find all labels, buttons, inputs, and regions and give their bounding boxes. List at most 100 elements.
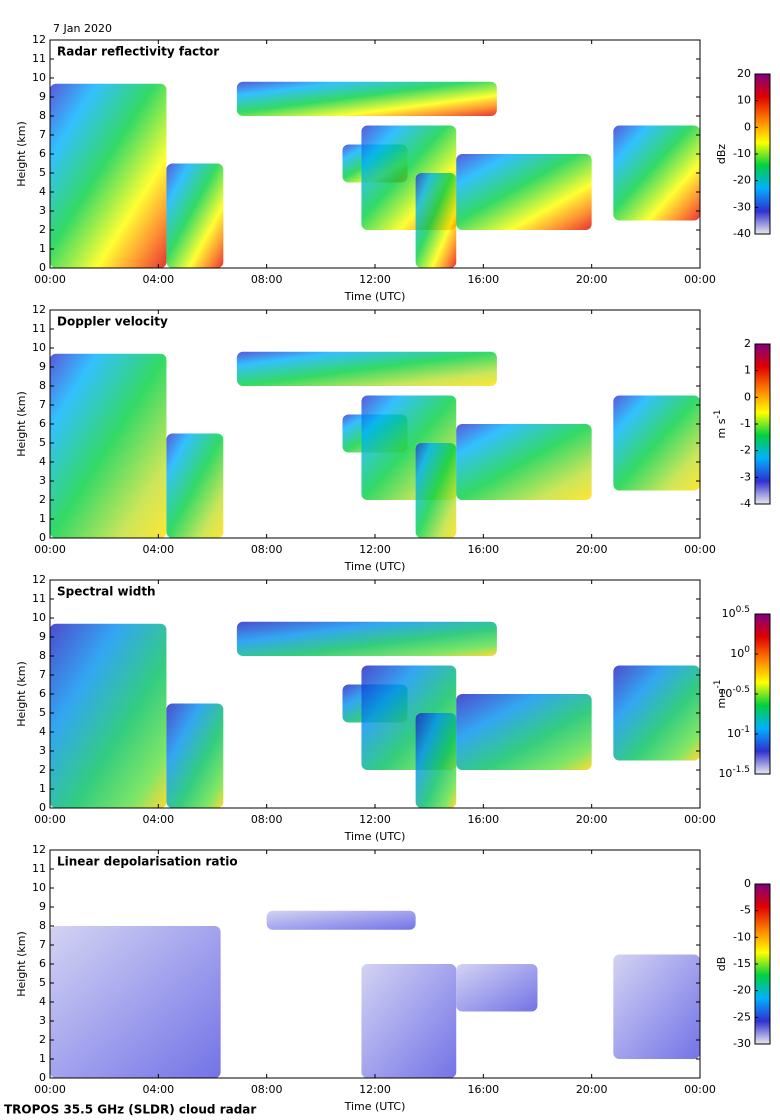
- colorbar-tick-label: -5: [740, 904, 751, 917]
- colorbar-tick-label: 20: [737, 67, 751, 80]
- echo-region: [50, 83, 167, 268]
- y-tick-label: 0: [39, 801, 46, 814]
- colorbar-unit: dB: [715, 957, 728, 972]
- x-tick-label: 00:00: [684, 1083, 716, 1096]
- colorbar-tick-base: 10: [718, 687, 732, 700]
- x-tick-label: 00:00: [34, 813, 66, 826]
- y-tick-label: 8: [39, 919, 46, 932]
- echo-region: [415, 713, 457, 808]
- colorbar-tick-label: -20: [733, 984, 751, 997]
- x-tick-label: 04:00: [142, 273, 174, 286]
- echo-region: [166, 703, 224, 808]
- y-tick-label: 1: [39, 242, 46, 255]
- y-tick-label: 4: [39, 995, 46, 1008]
- x-tick-label: 04:00: [142, 543, 174, 556]
- y-axis-label: Height (km): [15, 661, 28, 727]
- colorbar-tick-label: -30: [733, 200, 751, 213]
- y-tick-label: 0: [39, 261, 46, 274]
- x-tick-label: 00:00: [34, 1083, 66, 1096]
- x-tick-label: 20:00: [576, 543, 608, 556]
- echo-region: [415, 173, 457, 268]
- colorbar-tick-label: 100.5: [722, 605, 750, 621]
- echo-region: [266, 910, 416, 930]
- y-tick-label: 0: [39, 531, 46, 544]
- y-tick-label: 11: [32, 322, 46, 335]
- y-tick-label: 10: [32, 881, 46, 894]
- x-tick-label: 16:00: [467, 813, 499, 826]
- y-tick-label: 8: [39, 649, 46, 662]
- echo-region: [613, 395, 700, 491]
- y-tick-label: 9: [39, 90, 46, 103]
- x-tick-label: 12:00: [359, 543, 391, 556]
- echo-region: [166, 433, 224, 538]
- y-tick-label: 8: [39, 379, 46, 392]
- y-tick-label: 3: [39, 1014, 46, 1027]
- colorbar-tick-exponent: -1.5: [732, 765, 750, 775]
- colorbar-tick-label: 100: [730, 644, 750, 660]
- colorbar-tick-exponent: -0.5: [732, 685, 750, 695]
- y-tick-label: 5: [39, 436, 46, 449]
- colorbar-label: dB: [715, 957, 728, 972]
- colorbar-tick-base: 10: [722, 607, 736, 620]
- panel-title: Radar reflectivity factor: [57, 45, 219, 59]
- echo-region: [456, 964, 538, 1012]
- y-tick-label: 7: [39, 128, 46, 141]
- colorbar-unit: dBz: [715, 144, 728, 165]
- x-tick-label: 12:00: [359, 1083, 391, 1096]
- y-tick-label: 11: [32, 52, 46, 65]
- x-tick-label: 00:00: [684, 813, 716, 826]
- panel-title: Linear depolarisation ratio: [57, 855, 238, 869]
- colorbar-tick-exponent: 0: [744, 644, 750, 654]
- colorbar-tick-label: 2: [744, 337, 751, 350]
- x-tick-label: 00:00: [34, 273, 66, 286]
- x-tick-label: 08:00: [251, 813, 283, 826]
- y-tick-label: 7: [39, 398, 46, 411]
- y-tick-label: 1: [39, 1052, 46, 1065]
- y-tick-label: 11: [32, 592, 46, 605]
- x-tick-label: 12:00: [359, 273, 391, 286]
- y-tick-label: 7: [39, 938, 46, 951]
- echo-region: [456, 694, 592, 770]
- colorbar-tick-label: 0: [744, 877, 751, 890]
- colorbar-tick-label: 10-0.5: [718, 685, 750, 701]
- y-tick-label: 11: [32, 862, 46, 875]
- colorbar-tick-label: -2: [740, 444, 751, 457]
- x-axis-label: Time (UTC): [344, 830, 406, 843]
- colorbar-label: dBz: [715, 144, 728, 165]
- echo-region: [613, 125, 700, 221]
- colorbar-tick-label: 0: [744, 120, 751, 133]
- echo-region: [50, 926, 221, 1078]
- colorbar-unit-exponent: -1: [713, 680, 723, 689]
- echo-region: [415, 443, 457, 538]
- x-tick-label: 08:00: [251, 543, 283, 556]
- y-tick-label: 10: [32, 71, 46, 84]
- colorbar-tick-label: 10-1.5: [718, 765, 750, 781]
- echo-region: [613, 665, 700, 761]
- colorbar-tick-label: -20: [733, 174, 751, 187]
- colorbar-tick-label: -30: [733, 1037, 751, 1050]
- y-tick-label: 1: [39, 782, 46, 795]
- y-axis-label: Height (km): [15, 931, 28, 997]
- x-tick-label: 00:00: [684, 543, 716, 556]
- colorbar-tick-label: -4: [740, 497, 751, 510]
- x-tick-label: 16:00: [467, 1083, 499, 1096]
- y-tick-label: 9: [39, 630, 46, 643]
- colorbar-tick-label: 10: [737, 94, 751, 107]
- y-tick-label: 5: [39, 166, 46, 179]
- colorbar-tick-label: 0: [744, 390, 751, 403]
- footer: TROPOS 35.5 GHz (SLDR) cloud radar: [4, 1103, 256, 1117]
- y-tick-label: 6: [39, 957, 46, 970]
- x-axis-label: Time (UTC): [344, 560, 406, 573]
- echo-region: [236, 351, 497, 386]
- colorbar-tick-base: 10: [718, 767, 732, 780]
- y-tick-label: 4: [39, 455, 46, 468]
- colorbar-label: m s-1: [713, 680, 729, 709]
- colorbar-label: m s-1: [713, 410, 729, 439]
- y-tick-label: 2: [39, 493, 46, 506]
- echo-region: [613, 954, 700, 1059]
- colorbar-unit: m s: [715, 688, 728, 708]
- colorbar-tick-exponent: -1: [741, 724, 750, 734]
- y-tick-label: 3: [39, 474, 46, 487]
- x-tick-label: 20:00: [576, 813, 608, 826]
- x-tick-label: 04:00: [142, 1083, 174, 1096]
